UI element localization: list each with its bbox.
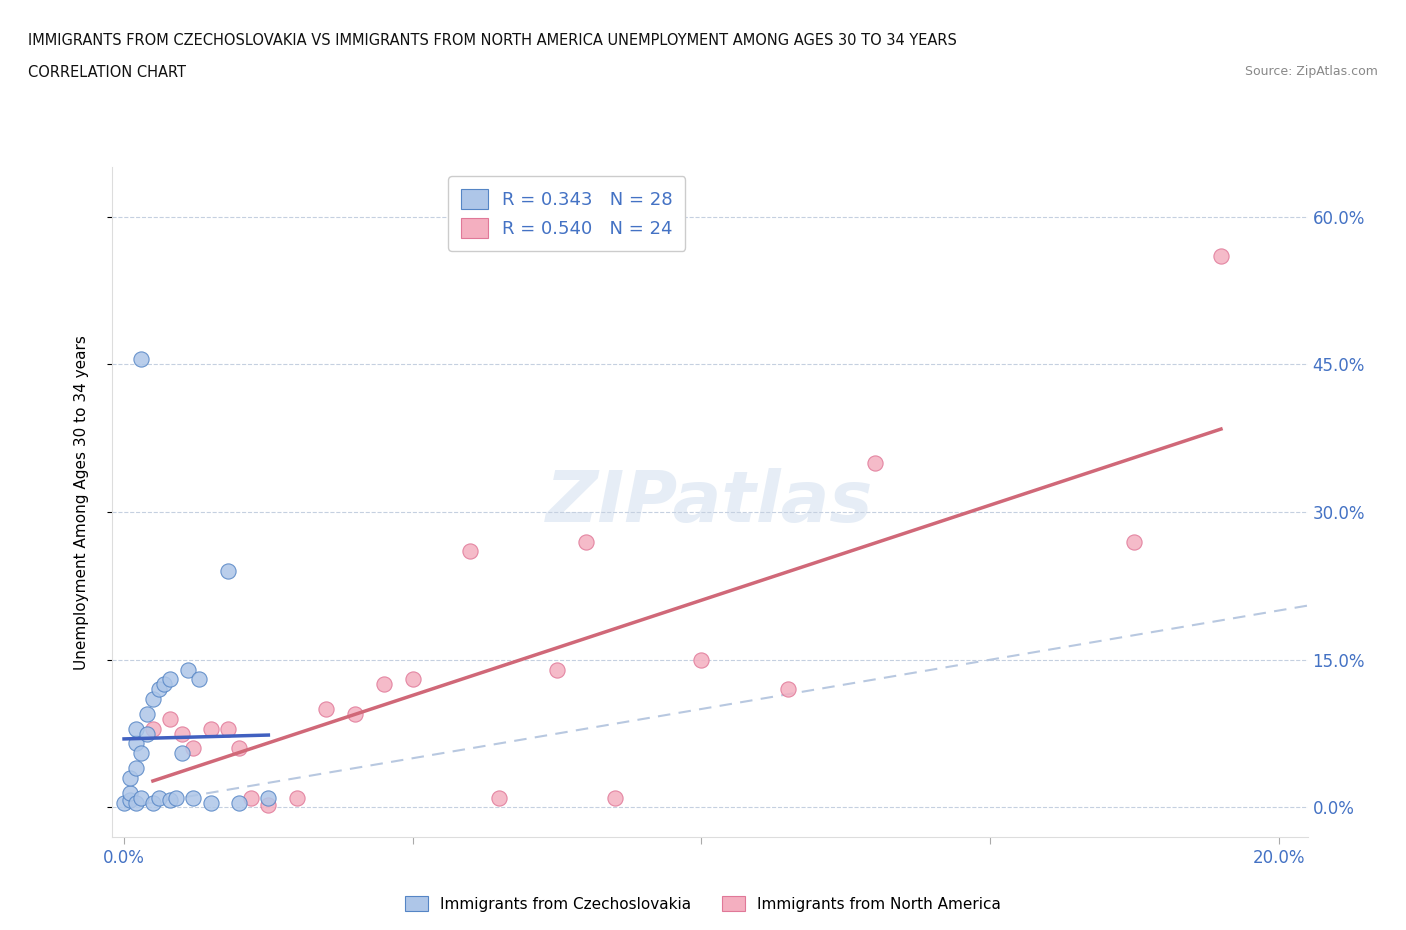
Point bbox=[402, 672, 425, 687]
Point bbox=[176, 662, 198, 677]
Point bbox=[142, 692, 165, 707]
Point bbox=[118, 792, 141, 807]
Text: ZIPatlas: ZIPatlas bbox=[547, 468, 873, 537]
Point bbox=[228, 795, 250, 810]
Point bbox=[131, 746, 153, 761]
Point bbox=[217, 564, 239, 578]
Point bbox=[124, 761, 146, 776]
Text: IMMIGRANTS FROM CZECHOSLOVAKIA VS IMMIGRANTS FROM NORTH AMERICA UNEMPLOYMENT AMO: IMMIGRANTS FROM CZECHOSLOVAKIA VS IMMIGR… bbox=[28, 33, 957, 47]
Point bbox=[159, 792, 181, 807]
Point bbox=[165, 790, 187, 805]
Point bbox=[181, 790, 204, 805]
Point bbox=[170, 726, 193, 741]
Point bbox=[124, 795, 146, 810]
Point bbox=[776, 682, 799, 697]
Point bbox=[228, 741, 250, 756]
Point bbox=[285, 790, 308, 805]
Point bbox=[603, 790, 626, 805]
Point bbox=[112, 795, 135, 810]
Point bbox=[188, 672, 211, 687]
Point bbox=[460, 544, 482, 559]
Point bbox=[124, 722, 146, 737]
Point bbox=[148, 682, 170, 697]
Text: Source: ZipAtlas.com: Source: ZipAtlas.com bbox=[1244, 65, 1378, 78]
Legend: Immigrants from Czechoslovakia, Immigrants from North America: Immigrants from Czechoslovakia, Immigran… bbox=[399, 889, 1007, 918]
Point bbox=[1209, 248, 1232, 263]
Point bbox=[124, 736, 146, 751]
Point bbox=[142, 795, 165, 810]
Point bbox=[343, 707, 366, 722]
Point bbox=[142, 722, 165, 737]
Point bbox=[170, 746, 193, 761]
Point bbox=[257, 790, 280, 805]
Point bbox=[217, 722, 239, 737]
Point bbox=[159, 711, 181, 726]
Point bbox=[131, 352, 153, 366]
Point bbox=[488, 790, 510, 805]
Legend: R = 0.343   N = 28, R = 0.540   N = 24: R = 0.343 N = 28, R = 0.540 N = 24 bbox=[449, 177, 685, 250]
Point bbox=[575, 534, 598, 549]
Point bbox=[200, 795, 222, 810]
Point bbox=[546, 662, 568, 677]
Point bbox=[200, 722, 222, 737]
Point bbox=[153, 677, 176, 692]
Point bbox=[257, 797, 280, 812]
Text: CORRELATION CHART: CORRELATION CHART bbox=[28, 65, 186, 80]
Point bbox=[181, 741, 204, 756]
Point bbox=[863, 456, 886, 471]
Point bbox=[118, 770, 141, 785]
Point bbox=[159, 672, 181, 687]
Y-axis label: Unemployment Among Ages 30 to 34 years: Unemployment Among Ages 30 to 34 years bbox=[75, 335, 89, 670]
Point bbox=[315, 701, 337, 716]
Point bbox=[690, 652, 713, 667]
Point bbox=[118, 785, 141, 800]
Point bbox=[136, 707, 159, 722]
Point bbox=[240, 790, 263, 805]
Point bbox=[148, 790, 170, 805]
Point bbox=[1123, 534, 1146, 549]
Point bbox=[373, 677, 395, 692]
Point bbox=[131, 790, 153, 805]
Point bbox=[136, 726, 159, 741]
